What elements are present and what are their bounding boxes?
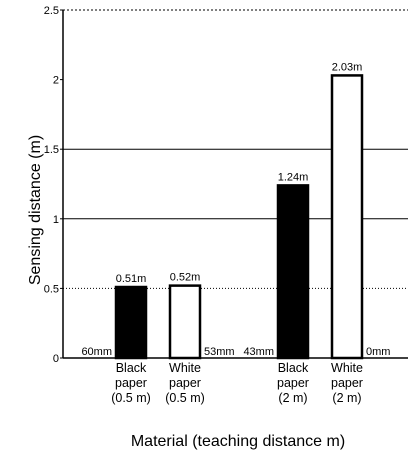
min-distance-label: 53mm bbox=[204, 346, 235, 358]
y-tick-label: 0.5 bbox=[44, 283, 59, 295]
category-label: (2 m) bbox=[278, 391, 307, 405]
y-axis-label: Sensing distance (m) bbox=[27, 135, 44, 285]
category-label: paper bbox=[277, 376, 309, 390]
y-tick-label: 1 bbox=[53, 214, 59, 226]
category-label: paper bbox=[169, 376, 201, 390]
y-tick-label: 0 bbox=[53, 353, 59, 365]
bar bbox=[114, 285, 148, 360]
bar-value-label: 0.52m bbox=[170, 272, 201, 284]
bar bbox=[276, 184, 310, 360]
bar-value-label: 1.24m bbox=[278, 171, 309, 183]
category-label: Black bbox=[278, 361, 309, 375]
bar bbox=[330, 74, 364, 360]
y-tick-label: 2.5 bbox=[44, 5, 59, 17]
min-distance-label: 60mm bbox=[81, 346, 112, 358]
category-label: (0.5 m) bbox=[111, 391, 151, 405]
min-distance-label: 43mm bbox=[243, 346, 274, 358]
y-tick-labels: 0 0.5 1 1.5 2 2.5 bbox=[44, 5, 63, 365]
x-axis-label: Material (teaching distance m) bbox=[131, 433, 345, 450]
category-label: (0.5 m) bbox=[165, 391, 205, 405]
category-label: paper bbox=[115, 376, 147, 390]
data-labels: 0.51m 60mm 0.52m 53mm 1.24m 43mm 2.03m 0mm bbox=[81, 61, 390, 358]
category-label: White bbox=[331, 361, 363, 375]
bar-value-label: 2.03m bbox=[332, 61, 363, 73]
bar-value-label: 0.51m bbox=[116, 273, 147, 285]
category-label: White bbox=[169, 361, 201, 375]
bar bbox=[168, 284, 202, 360]
y-tick-label: 1.5 bbox=[44, 144, 59, 156]
category-label: (2 m) bbox=[332, 391, 361, 405]
category-label: paper bbox=[331, 376, 363, 390]
min-distance-label: 0mm bbox=[366, 346, 390, 358]
y-tick-label: 2 bbox=[53, 75, 59, 87]
bars bbox=[114, 74, 364, 360]
category-label: Black bbox=[116, 361, 147, 375]
